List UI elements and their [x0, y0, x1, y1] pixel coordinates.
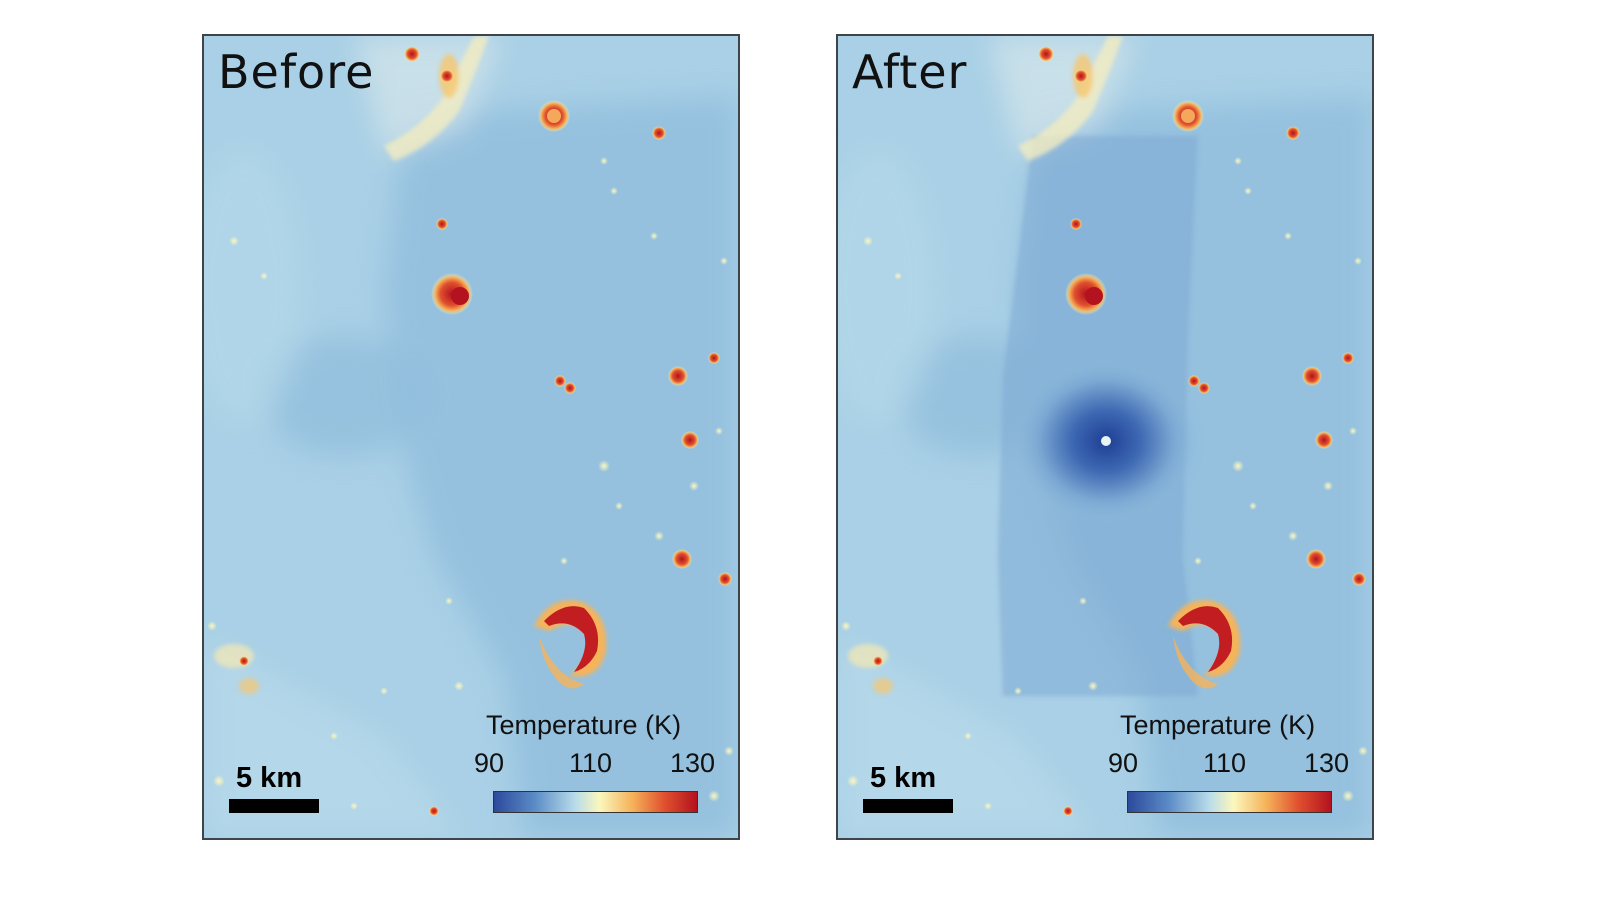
colorbar	[1127, 791, 1332, 813]
cooled-region	[998, 136, 1201, 696]
colorbar-tick-min: 90	[474, 748, 505, 778]
before-temperature-map	[204, 36, 738, 838]
after-temperature-map	[838, 36, 1372, 838]
hot-craters	[239, 46, 732, 816]
colorbar-tick-max: 130	[1304, 748, 1350, 778]
colorbar	[493, 791, 698, 813]
scale-bar	[863, 799, 953, 813]
scale-bar-label: 5 km	[236, 762, 303, 794]
colorbar-tick-mid: 110	[569, 748, 613, 778]
colorbar-title: Temperature (K)	[1120, 710, 1316, 740]
colorbar-title: Temperature (K)	[486, 710, 682, 740]
colorbar-tick-mid: 110	[1203, 748, 1247, 778]
scale-bar	[229, 799, 319, 813]
colorbar-tick-min: 90	[1108, 748, 1139, 778]
colorbar-tick-max: 130	[670, 748, 716, 778]
before-panel: Before 5 km Temperature (K) 90 110 130	[202, 34, 740, 840]
scale-bar-label: 5 km	[870, 762, 937, 794]
panel-title: After	[852, 45, 968, 99]
warm-ridge	[848, 36, 1123, 694]
crescent-crater	[534, 600, 607, 689]
panel-title: Before	[218, 45, 375, 99]
hot-craters	[873, 46, 1366, 816]
crescent-crater	[1168, 600, 1241, 689]
after-panel: After 5 km Temperature (K) 90 110 130	[836, 34, 1374, 840]
